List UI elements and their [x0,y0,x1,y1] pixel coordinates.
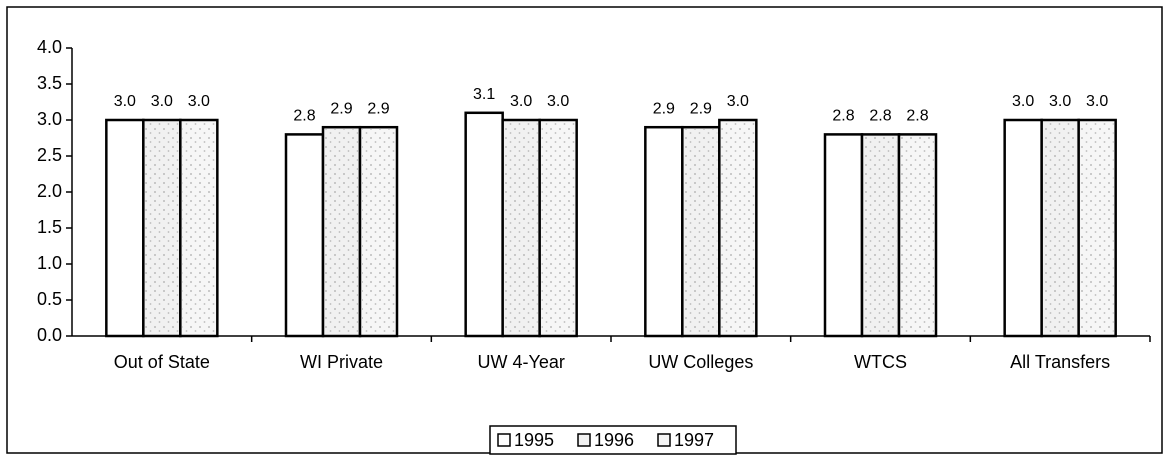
bar-texture [1080,122,1114,334]
y-tick-label: 1.5 [37,217,62,237]
bar-texture [684,129,718,334]
value-label: 3.0 [188,93,210,110]
value-label: 3.0 [510,93,532,110]
bar [644,125,684,338]
x-tick-label: All Transfers [1010,352,1110,372]
legend-box [489,425,737,455]
bar [1003,118,1043,338]
x-tick-label: Out of State [114,352,210,372]
value-label: 2.8 [832,108,854,125]
value-label: 2.8 [869,108,891,125]
bar-texture [864,136,897,334]
y-tick-label: 0.0 [37,325,62,345]
legend-label: 1996 [594,430,634,450]
value-label: 2.8 [906,108,928,125]
bar-texture [901,136,934,334]
y-tick-label: 2.5 [37,145,62,165]
bar-texture [325,129,358,334]
x-tick-label: UW 4-Year [477,352,564,372]
y-tick-label: 0.5 [37,289,62,309]
bar-texture [541,122,575,334]
y-tick-label: 4.0 [37,37,62,57]
y-tick-label: 2.0 [37,181,62,201]
bar-texture [1043,122,1077,334]
value-label: 2.8 [293,108,315,125]
y-tick-label: 1.0 [37,253,62,273]
value-label: 3.0 [1012,93,1034,110]
y-tick-label: 3.5 [37,73,62,93]
bar-texture [504,122,538,334]
x-tick-label: UW Colleges [648,352,753,372]
bar-texture [362,129,395,334]
y-tick-label: 3.0 [37,109,62,129]
legend-label: 1997 [674,430,714,450]
value-label: 3.0 [151,93,173,110]
value-label: 3.0 [1086,93,1108,110]
x-tick-label: WI Private [300,352,383,372]
legend-swatch [497,433,511,447]
value-label: 3.0 [114,93,136,110]
value-label: 3.0 [727,93,749,110]
bar-texture [721,122,755,334]
legend-swatch [657,433,671,447]
value-label: 2.9 [653,100,675,117]
value-label: 2.9 [330,100,352,117]
value-label: 3.0 [547,93,569,110]
bar [823,133,864,338]
bar [105,118,145,338]
bar-texture [145,122,179,334]
value-label: 3.1 [473,86,495,103]
x-tick-label: WTCS [854,352,907,372]
legend-swatch [577,433,591,447]
value-label: 3.0 [1049,93,1071,110]
legend-label: 1995 [514,430,554,450]
value-label: 2.9 [690,100,712,117]
value-label: 2.9 [367,100,389,117]
bar-texture [182,122,216,334]
bar [284,133,325,338]
bar [464,111,504,338]
